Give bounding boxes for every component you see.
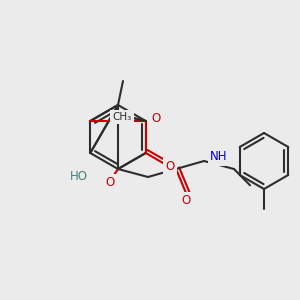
Text: NH: NH [210,151,227,164]
Text: O: O [182,194,190,208]
Text: CH₃: CH₃ [112,112,132,122]
Text: O: O [165,160,175,173]
Text: O: O [152,112,161,125]
Text: HO: HO [70,170,88,184]
Text: O: O [105,176,115,190]
